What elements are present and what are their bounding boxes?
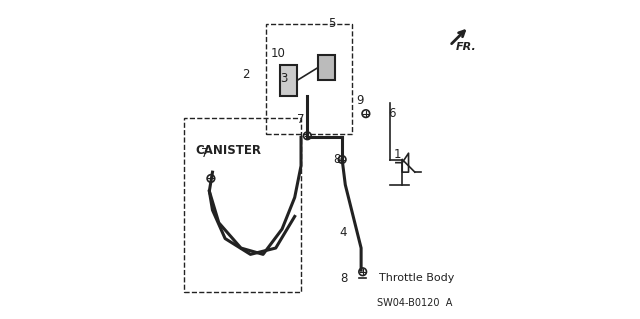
Text: 5: 5	[328, 17, 335, 30]
Text: 7: 7	[297, 114, 305, 126]
Text: 7: 7	[201, 147, 209, 160]
Text: Throttle Body: Throttle Body	[378, 273, 454, 283]
Text: 1: 1	[394, 148, 401, 161]
Bar	[184, 118, 301, 292]
Text: 6: 6	[388, 107, 396, 120]
Text: SW04-B0120  A: SW04-B0120 A	[377, 298, 452, 308]
Text: 2: 2	[242, 68, 250, 81]
Bar	[266, 24, 351, 134]
Text: 3: 3	[280, 72, 287, 85]
Text: CANISTER: CANISTER	[195, 144, 261, 157]
Text: 9: 9	[356, 94, 364, 108]
Text: 8: 8	[333, 153, 340, 166]
Bar	[317, 55, 335, 80]
Text: 4: 4	[339, 226, 346, 239]
Text: FR.: FR.	[456, 42, 477, 53]
Text: 8: 8	[340, 271, 348, 285]
Bar	[280, 65, 297, 96]
Text: 10: 10	[271, 47, 285, 60]
